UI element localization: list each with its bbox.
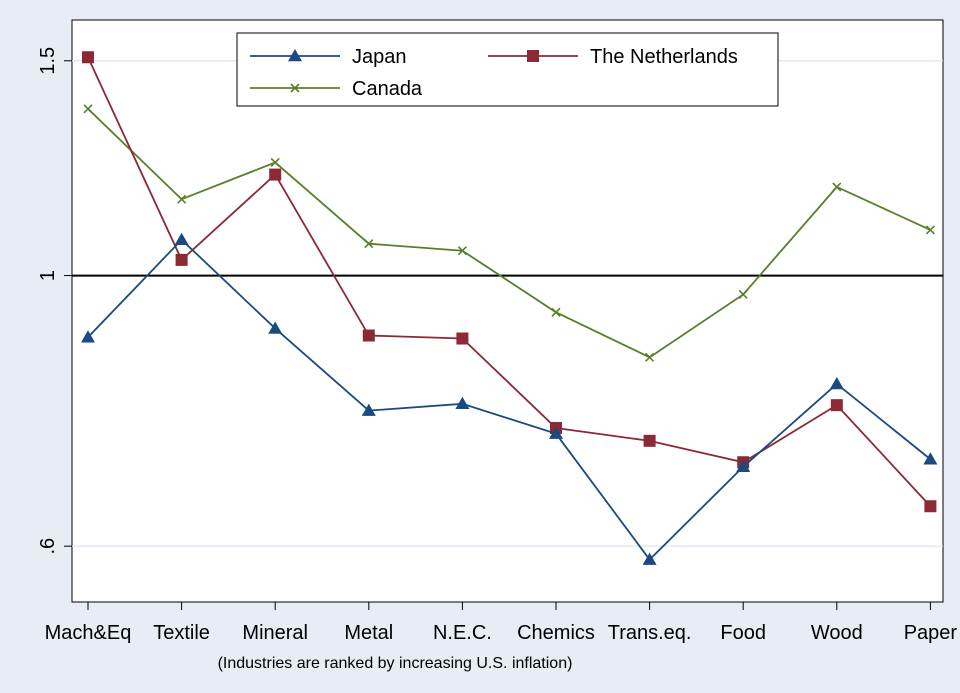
y-tick-label: 1 — [37, 270, 59, 281]
data-point — [829, 376, 844, 390]
data-point — [288, 49, 302, 62]
x-axis-note: (Industries are ranked by increasing U.S… — [218, 655, 573, 672]
legend-box — [236, 32, 779, 107]
x-tick-label: Textile — [153, 622, 210, 644]
data-point — [177, 194, 187, 204]
data-point — [361, 403, 376, 416]
data-point — [551, 307, 561, 317]
data-point — [175, 253, 188, 266]
legend-label: Japan — [352, 46, 407, 68]
data-point — [643, 434, 656, 447]
x-tick-label: Trans.eq. — [608, 622, 692, 644]
data-point — [456, 332, 469, 345]
y-axis: .6 1 1.5 — [37, 47, 72, 555]
data-point — [83, 104, 93, 114]
x-axis: Mach&Eq Textile Mineral Metal N.E.C. Chemics T… — [45, 602, 958, 644]
series-line — [87, 238, 931, 561]
data-point — [830, 399, 843, 412]
data-point — [270, 157, 280, 168]
x-tick-label: Mach&Eq — [45, 622, 132, 644]
x-tick-label: Metal — [344, 622, 393, 644]
series-line — [87, 108, 931, 359]
data-point — [81, 330, 95, 343]
data-point — [362, 329, 375, 342]
data-point — [457, 246, 467, 256]
data-point — [269, 168, 282, 181]
data-point — [527, 50, 539, 62]
legend-label: The Netherlands — [590, 46, 738, 68]
legend-item: Japan — [250, 46, 407, 68]
data-point — [738, 289, 748, 300]
data-point — [925, 225, 935, 235]
series-canada — [83, 104, 935, 362]
legend: Japan The Netherlands Canada — [236, 32, 779, 107]
data-point — [832, 182, 842, 192]
plot-area — [71, 19, 944, 603]
data-point — [642, 552, 657, 565]
data-point — [268, 321, 283, 334]
data-point — [82, 51, 94, 64]
legend-item: The Netherlands — [488, 46, 738, 68]
data-point — [924, 500, 937, 513]
x-tick-label: Chemics — [517, 622, 595, 644]
data-point — [736, 459, 751, 473]
y-tick-label: 1.5 — [37, 47, 59, 75]
x-tick-label: Wood — [811, 622, 863, 644]
data-point — [174, 232, 189, 245]
legend-label: Canada — [352, 78, 423, 100]
series-group — [81, 51, 938, 565]
x-tick-label: Mineral — [242, 622, 308, 644]
data-point — [290, 83, 300, 93]
series-the-netherlands — [82, 51, 937, 513]
x-tick-label: N.E.C. — [433, 622, 492, 644]
series-line — [87, 56, 932, 507]
data-point — [549, 426, 563, 439]
x-tick-label: Paper — [904, 622, 958, 644]
data-point — [455, 396, 470, 410]
y-tick-label: .6 — [37, 538, 59, 555]
data-point — [923, 452, 938, 465]
data-point — [645, 352, 655, 362]
legend-item: Canada — [250, 78, 423, 100]
series-japan — [81, 232, 938, 565]
data-point — [364, 239, 374, 249]
x-tick-label: Food — [720, 622, 766, 644]
